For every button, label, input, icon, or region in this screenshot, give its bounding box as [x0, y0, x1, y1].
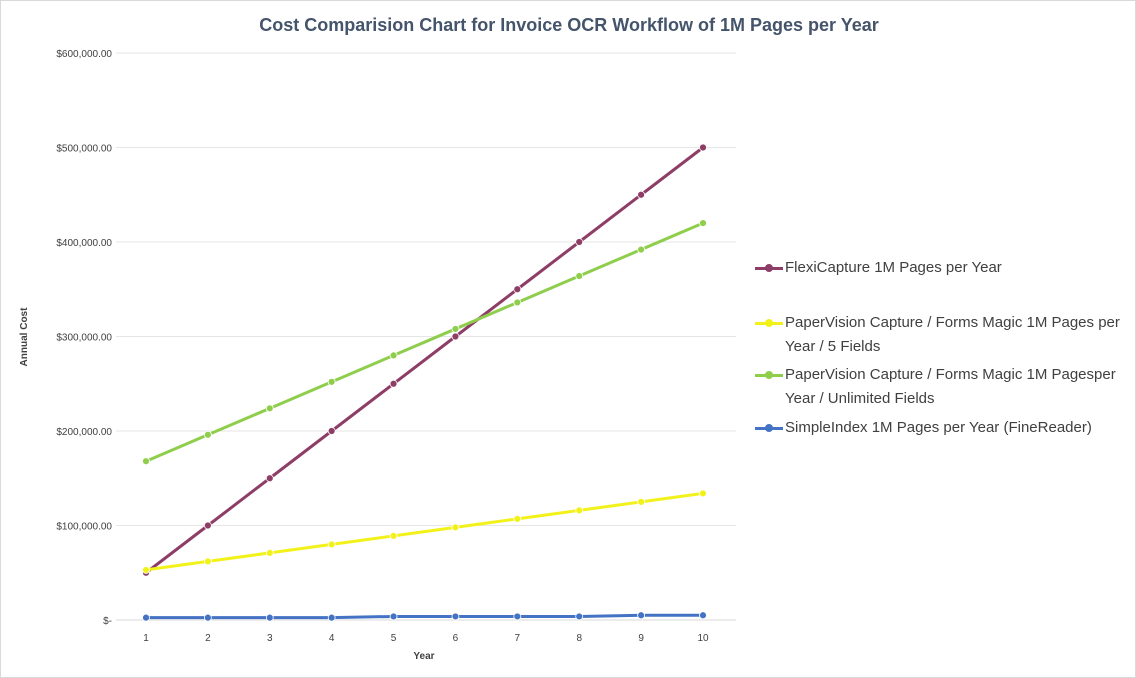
data-point [451, 612, 460, 621]
x-tick-label: 2 [205, 633, 211, 644]
y-tick-label: $400,000.00 [56, 238, 112, 249]
data-point [451, 332, 460, 341]
data-point [203, 430, 212, 439]
data-point [451, 523, 460, 532]
legend-label: PaperVision Capture / Forms Magic 1M Pag… [785, 314, 1120, 355]
data-point [451, 325, 460, 333]
data-point [513, 285, 522, 294]
y-tick-label: $200,000.00 [56, 427, 112, 438]
y-tick-label: $- [103, 616, 112, 627]
data-point [389, 531, 398, 540]
data-point [513, 514, 522, 523]
data-point [699, 219, 707, 228]
x-axis-label: Year [413, 651, 434, 662]
legend-swatch [753, 256, 785, 280]
x-tick-label: 1 [143, 633, 149, 644]
data-point [637, 497, 646, 506]
data-point [575, 612, 584, 621]
data-point [513, 612, 522, 621]
data-point [265, 404, 274, 413]
data-point [389, 379, 398, 388]
data-point [327, 540, 336, 549]
data-point [637, 611, 646, 620]
y-tick-label: $600,000.00 [56, 49, 112, 60]
data-point [327, 377, 336, 386]
legend-label: PaperVision Capture / Forms Magic 1M Pag… [785, 366, 1116, 407]
series-line [145, 221, 704, 463]
series-4 [142, 611, 707, 622]
data-point [637, 190, 646, 199]
data-point [142, 457, 150, 466]
data-point [637, 245, 646, 254]
series-line [145, 491, 704, 572]
data-point [142, 613, 150, 622]
data-point [699, 489, 707, 498]
series-line [145, 146, 704, 574]
y-tick-label: $100,000.00 [56, 522, 112, 533]
data-point [265, 613, 274, 622]
y-axis-label: Annual Cost [19, 307, 30, 367]
series-line [146, 613, 703, 620]
x-tick-label: 5 [391, 633, 397, 644]
data-point [513, 298, 522, 307]
data-point [575, 506, 584, 515]
series-1 [142, 143, 707, 577]
data-point [699, 143, 707, 152]
data-point [389, 612, 398, 621]
x-tick-label: 7 [515, 633, 521, 644]
legend-item: SimpleIndex 1M Pages per Year (FineReade… [753, 416, 1125, 440]
legend-swatch [753, 363, 785, 387]
x-tick-label: 6 [453, 633, 459, 644]
x-tick-label: 3 [267, 633, 273, 644]
x-tick-label: 10 [697, 633, 709, 644]
data-point [203, 613, 212, 622]
data-point [203, 521, 212, 530]
data-point [265, 474, 274, 483]
data-point [575, 238, 584, 246]
data-point [203, 557, 212, 566]
data-point [142, 566, 150, 574]
legend-item: PaperVision Capture / Forms Magic 1M Pag… [753, 311, 1125, 359]
chart-title: Cost Comparision Chart for Invoice OCR W… [259, 15, 878, 35]
x-tick-label: 4 [329, 633, 335, 644]
y-tick-label: $500,000.00 [56, 144, 112, 155]
series-3 [142, 219, 707, 466]
y-tick-label: $300,000.00 [56, 333, 112, 344]
legend-item: FlexiCapture 1M Pages per Year [753, 256, 1125, 280]
data-point [389, 351, 398, 360]
legend-item: PaperVision Capture / Forms Magic 1M Pag… [753, 363, 1125, 411]
data-point [265, 549, 274, 557]
legend-label: FlexiCapture 1M Pages per Year [785, 259, 1002, 276]
legend-label: SimpleIndex 1M Pages per Year (FineReade… [785, 419, 1092, 436]
x-tick-label: 9 [638, 633, 644, 644]
data-point [327, 613, 336, 622]
legend-swatch [753, 311, 785, 335]
x-tick-label: 8 [576, 633, 582, 644]
legend-swatch [753, 416, 785, 440]
data-point [699, 611, 707, 620]
series-2 [142, 489, 707, 574]
data-point [575, 272, 584, 280]
data-point [327, 427, 336, 435]
